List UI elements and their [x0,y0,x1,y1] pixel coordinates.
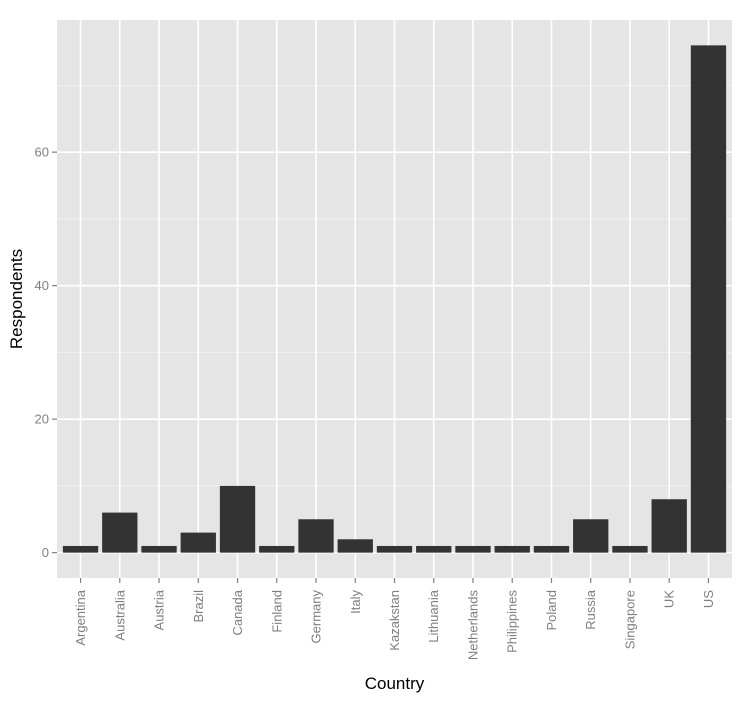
y-tick-label: 20 [35,412,49,427]
bar-philippines [494,545,530,553]
x-tick-label: Brazil [191,590,206,623]
x-tick-label: Australia [112,589,127,640]
bar-germany [298,519,334,553]
x-tick-label: Finland [269,590,284,633]
bar-russia [573,519,609,553]
x-tick-label: Argentina [73,589,88,645]
x-tick-label: Philippines [505,590,520,653]
y-axis-title: Respondents [7,249,26,349]
x-axis: Argentina Australia Austria Brazil Canada Fin… [73,578,716,660]
bar-italy [337,539,373,553]
bar-poland [533,545,570,553]
bar-netherlands [455,545,491,553]
bar-uk [651,499,687,553]
bar-lithuania [416,545,452,553]
major-gridlines [57,20,732,578]
x-tick-label: Singapore [622,590,637,649]
bars [62,45,727,553]
x-tick-label: Lithuania [426,589,441,643]
x-axis-title: Country [365,674,425,693]
x-tick-label: UK [662,590,677,608]
x-tick-label: Netherlands [465,590,480,661]
y-tick-label: 40 [35,278,49,293]
x-tick-label: Canada [230,589,245,635]
bar-austria [141,545,177,553]
x-tick-label: Italy [348,590,363,614]
x-tick-label: US [701,590,716,608]
bar-finland [259,545,295,553]
x-tick-label: Kazakstan [387,590,402,651]
x-tick-label: Russia [583,589,598,630]
x-tick-label: Austria [152,589,167,630]
bar-brazil [180,532,216,553]
y-tick-label: 0 [42,545,49,560]
y-tick-label: 60 [35,145,49,160]
bar-singapore [612,545,648,553]
x-tick-label: Germany [309,590,324,644]
bar-kazakstan [376,545,413,553]
bar-argentina [62,545,99,553]
bar-australia [102,512,138,553]
y-axis: 0 20 40 60 [35,145,57,560]
bar-canada [219,485,256,553]
x-tick-label: Poland [544,590,559,630]
bar-us [690,45,727,553]
